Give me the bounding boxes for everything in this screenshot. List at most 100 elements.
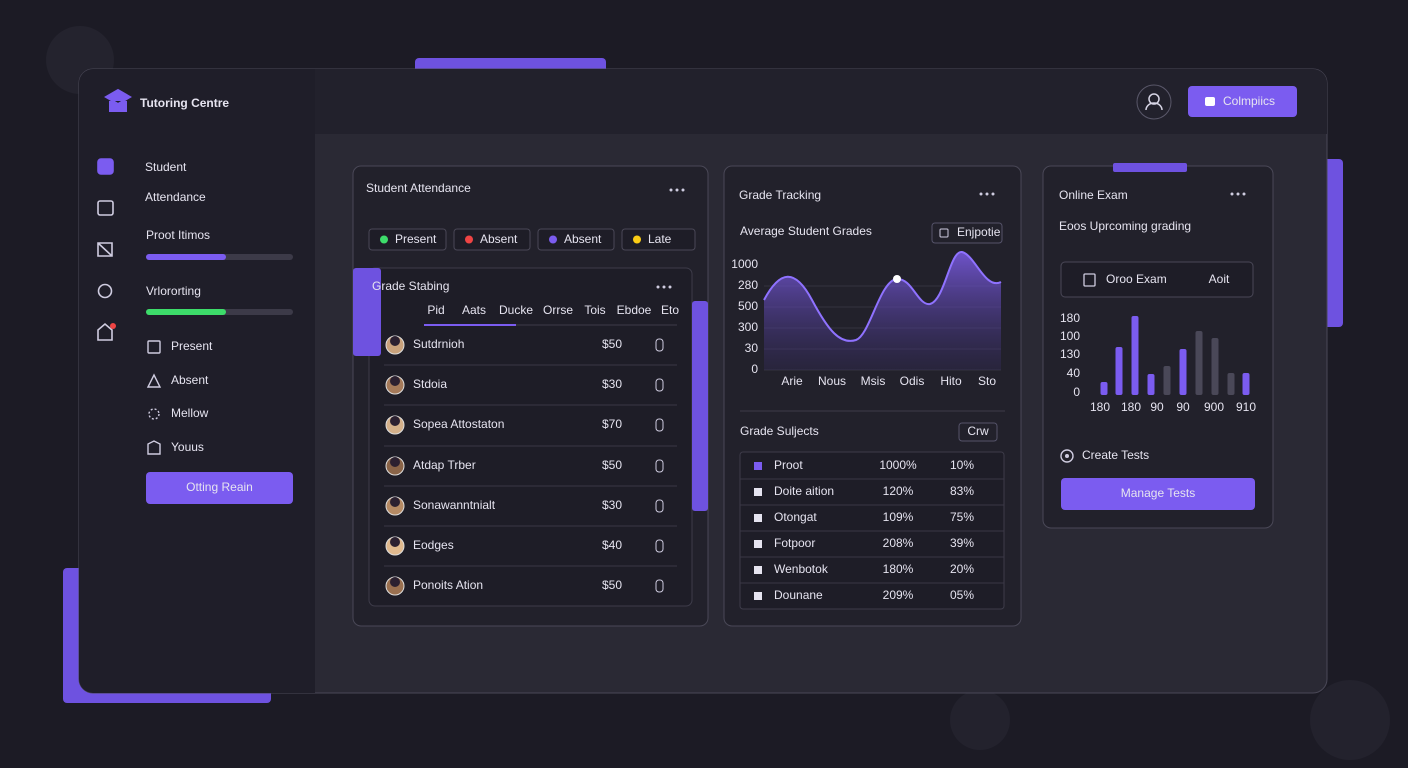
- row-action[interactable]: [655, 539, 664, 553]
- more-menu[interactable]: [1236, 192, 1240, 196]
- row-action[interactable]: [655, 378, 664, 392]
- exam-name: Oroo Exam: [1106, 272, 1167, 286]
- x-axis-label: 90: [1150, 400, 1164, 414]
- student-avatar-hair: [390, 537, 400, 547]
- status-chip[interactable]: [621, 228, 696, 251]
- y-axis-label: 280: [738, 278, 758, 292]
- y-axis-label: 300: [738, 320, 758, 334]
- x-axis-label: Sto: [978, 374, 996, 388]
- more-menu[interactable]: [662, 285, 666, 289]
- sidebar-button[interactable]: [146, 472, 293, 504]
- y-axis-label: 1000: [731, 257, 758, 271]
- student-name: Sopea Attostaton: [413, 417, 504, 431]
- y-axis-label: 0: [1073, 385, 1080, 399]
- accent-block: [353, 268, 381, 356]
- x-axis-label: Msis: [861, 374, 886, 388]
- header-button[interactable]: [1188, 86, 1297, 117]
- more-menu[interactable]: [681, 188, 685, 192]
- y-axis-label: 30: [745, 341, 759, 355]
- exam-item[interactable]: [1060, 261, 1254, 298]
- column-header: Orrse: [543, 303, 573, 317]
- student-avatar-hair: [390, 457, 400, 467]
- student-name: Atdap Trber: [413, 458, 476, 472]
- row-action[interactable]: [655, 579, 664, 593]
- more-menu[interactable]: [675, 188, 679, 192]
- nav-icon[interactable]: [97, 200, 114, 216]
- exam-bar: [1163, 366, 1171, 395]
- more-menu[interactable]: [1230, 192, 1234, 196]
- y-axis-label: 0: [751, 362, 758, 376]
- column-header: Pid: [427, 303, 444, 317]
- subject-name: Fotpoor: [774, 536, 815, 550]
- student-fee: $70: [602, 417, 622, 431]
- subject-score: 208%: [883, 536, 914, 550]
- student-fee: $50: [602, 458, 622, 472]
- subjects-button[interactable]: [958, 422, 998, 442]
- menu-item: Absent: [171, 373, 209, 387]
- y-axis-label: 100: [1060, 329, 1080, 343]
- more-menu[interactable]: [669, 188, 673, 192]
- x-axis-label: Odis: [900, 374, 925, 388]
- column-header: Eto: [661, 303, 679, 317]
- more-menu[interactable]: [656, 285, 660, 289]
- exam-bar: [1131, 316, 1139, 395]
- nav-icon[interactable]: [97, 242, 113, 257]
- menu-icon: [147, 340, 161, 354]
- brand-name: Tutoring Centre: [140, 96, 229, 110]
- status-chip[interactable]: [368, 228, 447, 251]
- subject-rate: 83%: [950, 484, 974, 498]
- row-marker: [754, 462, 762, 470]
- manage-tests-label: Manage Tests: [1121, 486, 1196, 500]
- top-bar: [315, 69, 1327, 134]
- accent-block: [692, 301, 708, 511]
- manage-tests-button[interactable]: [1061, 478, 1255, 510]
- row-action[interactable]: [655, 459, 664, 473]
- chip-label: Absent: [564, 232, 602, 246]
- subject-score: 109%: [883, 510, 914, 524]
- subject-name: Doite aition: [774, 484, 834, 498]
- chip-label: Absent: [480, 232, 518, 246]
- bg-decor: [1310, 680, 1390, 760]
- more-menu[interactable]: [985, 192, 989, 196]
- exam-bar: [1195, 331, 1203, 395]
- exam-bar: [1179, 349, 1187, 395]
- progress-fill: [146, 309, 226, 315]
- x-axis-label: 90: [1176, 400, 1190, 414]
- menu-icon: [146, 373, 162, 388]
- chip-label: Late: [648, 232, 672, 246]
- more-menu[interactable]: [1242, 192, 1246, 196]
- card-title: Student Attendance: [366, 181, 471, 195]
- highlight-point[interactable]: [893, 275, 901, 283]
- row-action[interactable]: [655, 499, 664, 513]
- status-dot: [380, 235, 388, 244]
- student-name: Eodges: [413, 538, 454, 552]
- nav-icon[interactable]: [97, 283, 113, 299]
- more-menu[interactable]: [668, 285, 672, 289]
- exam-icon: [1083, 273, 1096, 287]
- nav-icon[interactable]: [97, 322, 113, 341]
- row-action[interactable]: [655, 338, 664, 352]
- more-menu[interactable]: [979, 192, 983, 196]
- card-subtitle: Eoos Uprcoming grading: [1059, 219, 1191, 233]
- card-title: Online Exam: [1059, 188, 1128, 202]
- menu-item: Present: [171, 339, 213, 353]
- nav-icon[interactable]: [97, 158, 114, 175]
- status-chip[interactable]: [453, 228, 531, 251]
- user-avatar-button[interactable]: [1136, 84, 1172, 120]
- more-menu[interactable]: [991, 192, 995, 196]
- section-title: Grade Suljects: [740, 424, 819, 438]
- row-action[interactable]: [655, 418, 664, 432]
- exam-bar: [1115, 347, 1123, 395]
- student-fee: $40: [602, 538, 622, 552]
- filter-button[interactable]: [931, 222, 1003, 244]
- user-icon: [1148, 93, 1160, 105]
- row-marker: [754, 514, 762, 522]
- y-axis-label: 130: [1060, 347, 1080, 361]
- create-tests-link[interactable]: Create Tests: [1082, 448, 1149, 462]
- status-chip[interactable]: [537, 228, 615, 251]
- menu-icons: [146, 340, 162, 455]
- row-marker: [754, 566, 762, 574]
- x-axis-label: Arie: [781, 374, 803, 388]
- subject-rate: 39%: [950, 536, 974, 550]
